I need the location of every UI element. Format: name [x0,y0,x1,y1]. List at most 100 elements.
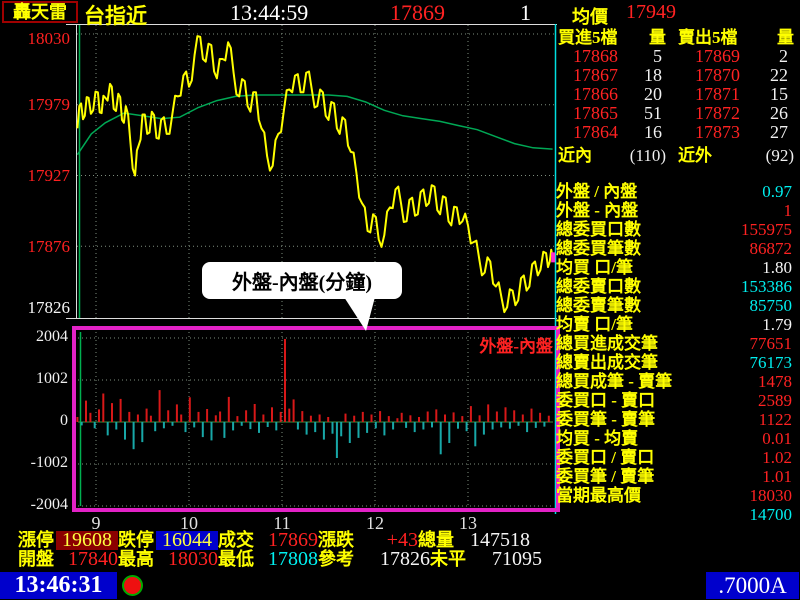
stat-value: 1.02 [762,448,792,467]
stat-row: 當期最高價 18030 [556,486,792,505]
ask-header: 賣出5檔 [678,28,738,47]
inner-value: (110) [629,146,666,165]
quote-row[interactable]: 17868 5 17869 2 [556,47,798,66]
stat-label: 總委賣口數 [556,277,641,296]
time-axis-label: 12 [366,513,384,533]
stat-row: 均買 口/筆 1.80 [556,258,792,277]
stat-value: 85750 [749,296,793,315]
inner-outer-row: 近內 (110) 近外 (92) [556,146,798,165]
stat-value: 86872 [749,239,793,258]
symbol-name[interactable]: 台指近 [84,4,147,28]
quote-table: 買進5檔 量 賣出5檔 量 17868 5 17869 2 17867 18 17870 22… [556,28,798,165]
stat-row: 總委買口數 155975 [556,220,792,239]
stat-value: 1.01 [762,467,792,486]
bid-price[interactable]: 17868 [573,46,618,66]
bid-qty[interactable]: 51 [644,103,662,123]
stat-label [556,505,750,524]
bid-qty-header: 量 [649,28,666,47]
stat-row: 總賣出成交筆 76173 [556,353,792,372]
stat-label: 均買 - 均賣 [556,429,639,448]
stat-label: 總委買口數 [556,220,641,239]
app-logo[interactable]: 轟天雷 [2,1,78,23]
stat-label: 外盤 - 內盤 [556,201,639,220]
stat-label: 總買成筆 - 賣筆 [556,372,673,391]
ask-qty[interactable]: 22 [770,65,788,85]
outer-value: (92) [765,146,794,165]
volume-axis-label: 0 [60,412,68,429]
ask-qty[interactable]: 15 [770,84,788,104]
bid-qty[interactable]: 5 [653,46,662,66]
time-axis-label: 13 [459,513,477,533]
bid-price[interactable]: 17864 [573,122,618,142]
stat-label: 均買 口/筆 [556,258,633,277]
stat-value: 155975 [741,220,792,239]
volume-axis-label: -1002 [30,454,68,471]
quote-row[interactable]: 17867 18 17870 22 [556,66,798,85]
stat-row: 外盤 / 內盤 0.97 [556,182,792,201]
ask-price[interactable]: 17869 [695,46,740,66]
price-axis-label: 17979 [27,95,71,114]
stat-label: 外盤 / 內盤 [556,182,638,201]
stat-label: 總賣出成交筆 [556,353,658,372]
contract-position: 1 [520,0,531,25]
stat-value: 0.97 [762,182,792,201]
stat-row: 均賣 口/筆 1.79 [556,315,792,334]
bid-qty[interactable]: 18 [644,65,662,85]
stat-row: 總買進成交筆 77651 [556,334,792,353]
ask-price[interactable]: 17872 [695,103,740,123]
bid-price[interactable]: 17865 [573,103,618,123]
stat-row: 外盤 - 內盤 1 [556,201,792,220]
status-value: 19608 [56,530,118,550]
status-value: 18030 [168,548,218,570]
stat-row: 總委買筆數 86872 [556,239,792,258]
stat-value: 18030 [749,486,793,505]
stat-value: 1.80 [762,258,792,277]
bid-price[interactable]: 17866 [573,84,618,104]
stat-label: 委買口 - 賣口 [556,391,656,410]
stat-row: 委買筆 - 賣筆 1122 [556,410,792,429]
status-label: 未平 [430,549,466,569]
volume-axis-label: 1002 [36,370,68,387]
stat-value: 1122 [758,410,792,429]
quote-row[interactable]: 17866 20 17871 15 [556,85,798,104]
ask-qty[interactable]: 26 [770,103,788,123]
stat-label: 委買口 / 賣口 [556,448,655,467]
bid-qty[interactable]: 16 [644,122,662,142]
time-axis-label: 10 [180,513,198,533]
ask-qty[interactable]: 27 [770,122,788,142]
volume-axis-label: 2004 [36,328,68,345]
bid-header: 買進5檔 [558,28,618,47]
quote-row[interactable]: 17864 16 17873 27 [556,123,798,142]
time-axis-label: 11 [273,513,291,533]
stat-row: 均買 - 均賣 0.01 [556,429,792,448]
price-axis-label: 17826 [27,298,71,317]
status-label: 開盤 [18,549,54,569]
ask-price[interactable]: 17871 [695,84,740,104]
stats-panel: 外盤 / 內盤 0.97 外盤 - 內盤 1 總委買口數 155975 總委買筆數 86872… [556,182,792,524]
bid-qty[interactable]: 20 [644,84,662,104]
ask-qty[interactable]: 2 [779,46,788,66]
status-label: 漲跌 [318,530,354,550]
status-label: 最高 [118,549,154,569]
quote-table-header: 買進5檔 量 賣出5檔 量 [556,28,798,47]
stat-label: 總委買筆數 [556,239,641,258]
status-value: 16044 [156,530,218,550]
status-value: 17808 [268,548,318,570]
status-label: 參考 [318,549,354,569]
stat-row: 委買筆 / 賣筆 1.01 [556,467,792,486]
ask-price[interactable]: 17873 [695,122,740,142]
stat-row: 總委賣筆數 85750 [556,296,792,315]
volume-axis-label: -2004 [30,496,68,513]
stat-label: 當期最高價 [556,486,641,505]
quote-row[interactable]: 17865 51 17872 26 [556,104,798,123]
bid-price[interactable]: 17867 [573,65,618,85]
stat-row: 14700 [556,505,793,524]
stat-row: 委買口 / 賣口 1.02 [556,448,792,467]
lower-chart-legend: 外盤-內盤 [479,337,553,356]
status-bar-row1: 漲停 19608 跌停 16044 成交 17869 漲跌 +43 總量 147518 [18,530,530,550]
code-input[interactable]: .7000A [706,572,799,599]
stat-label: 均賣 口/筆 [556,315,633,334]
ask-price[interactable]: 17870 [695,65,740,85]
